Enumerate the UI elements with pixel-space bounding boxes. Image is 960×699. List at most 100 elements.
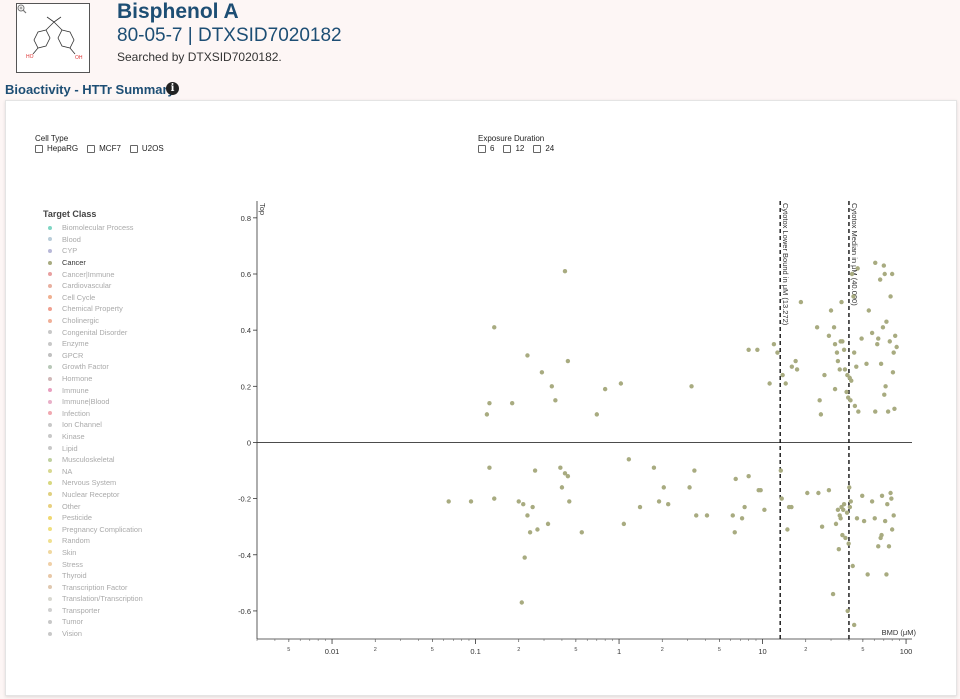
cell-type-heparg-checkbox[interactable]: HepaRG xyxy=(35,144,78,153)
legend-item[interactable]: Musculoskeletal xyxy=(48,454,143,466)
legend-item[interactable]: Translation/Transcription xyxy=(48,593,143,605)
data-point xyxy=(822,372,827,378)
legend-label: Tumor xyxy=(62,617,84,627)
exposure-12-checkbox[interactable]: 12 xyxy=(503,144,524,153)
checkbox-box[interactable] xyxy=(533,144,542,153)
legend-item[interactable]: Cell Cycle xyxy=(48,292,143,304)
legend-item[interactable]: Other xyxy=(48,500,143,512)
data-point xyxy=(847,485,852,490)
legend-label: Cell Cycle xyxy=(62,292,96,302)
data-point xyxy=(832,386,838,392)
legend-swatch xyxy=(48,434,52,439)
data-point xyxy=(746,473,751,479)
data-point xyxy=(484,412,490,417)
data-point xyxy=(832,341,838,347)
legend-item[interactable]: Immune xyxy=(48,384,143,396)
x-minor-tick-label: 5 xyxy=(287,647,290,653)
checkbox-box[interactable] xyxy=(503,144,512,153)
legend-item[interactable]: CYP xyxy=(48,245,143,257)
info-icon[interactable]: i xyxy=(166,82,179,95)
data-point xyxy=(876,336,881,341)
checkbox-box[interactable] xyxy=(87,144,96,153)
checkbox-box[interactable] xyxy=(35,144,43,153)
legend-item[interactable]: Chemical Property xyxy=(48,303,143,315)
data-point xyxy=(594,412,600,417)
data-point xyxy=(873,409,878,414)
structure-label-oh: OH xyxy=(75,55,83,61)
cell-type-u2os-checkbox[interactable]: U2OS xyxy=(129,144,164,153)
legend-item[interactable]: Cancer xyxy=(48,257,143,269)
legend-swatch xyxy=(48,619,52,624)
legend-item[interactable]: Cancer|Immune xyxy=(48,268,143,280)
checkbox-box[interactable] xyxy=(129,144,138,153)
legend-item[interactable]: Pesticide xyxy=(48,512,143,524)
legend-item[interactable]: Cardiovascular xyxy=(48,280,143,292)
zoom-icon[interactable] xyxy=(17,4,27,14)
legend-item[interactable]: NA xyxy=(48,465,143,477)
data-point xyxy=(841,502,847,507)
structure-thumbnail[interactable]: HO OH xyxy=(16,3,90,73)
legend-item[interactable]: Enzyme xyxy=(48,338,143,350)
legend-label: Stress xyxy=(62,559,83,569)
legend-item[interactable]: Pregnancy Complication xyxy=(48,523,143,535)
checkbox-label: U2OS xyxy=(141,144,164,153)
data-point xyxy=(527,530,533,535)
legend-item[interactable]: Blood xyxy=(48,234,143,246)
legend-swatch xyxy=(48,515,52,520)
data-point xyxy=(651,465,657,470)
chemical-identifiers: 80-05-7 | DTXSID7020182 xyxy=(117,25,342,46)
data-point xyxy=(687,485,692,490)
legend-item[interactable]: Growth Factor xyxy=(48,361,143,373)
data-point xyxy=(850,563,855,569)
checkbox-label: 24 xyxy=(545,144,555,153)
legend-swatch xyxy=(48,585,52,590)
legend-item[interactable]: Tumor xyxy=(48,616,143,628)
legend-item[interactable]: Hormone xyxy=(48,373,143,385)
data-point xyxy=(890,370,896,375)
legend-item[interactable]: Transcription Factor xyxy=(48,581,143,593)
legend-item[interactable]: Transporter xyxy=(48,605,143,617)
cell-type-mcf7-checkbox[interactable]: MCF7 xyxy=(87,144,121,153)
legend-item[interactable]: Nervous System xyxy=(48,477,143,489)
data-point xyxy=(692,468,697,473)
legend-item[interactable]: Skin xyxy=(48,547,143,559)
legend-item[interactable]: Stress xyxy=(48,558,143,570)
legend-item[interactable]: Ion Channel xyxy=(48,419,143,431)
legend-item[interactable]: GPCR xyxy=(48,350,143,362)
legend-item[interactable]: Cholinergic xyxy=(48,315,143,327)
x-tick-label: 100 xyxy=(900,647,913,656)
x-minor-tick-label: 2 xyxy=(661,647,664,653)
legend-label: Blood xyxy=(62,234,81,244)
legend-item[interactable]: Infection xyxy=(48,408,143,420)
legend-item[interactable]: Immune|Blood xyxy=(48,396,143,408)
legend-item[interactable]: Biomolecular Process xyxy=(48,222,143,234)
data-point xyxy=(889,496,894,501)
legend-item[interactable]: Thyroid xyxy=(48,570,143,582)
data-point xyxy=(826,333,832,338)
checkbox-box[interactable] xyxy=(478,144,486,153)
data-point xyxy=(855,266,860,271)
legend-swatch xyxy=(48,527,52,532)
legend-item[interactable]: Vision xyxy=(48,628,143,640)
exposure-duration-title: Exposure Duration xyxy=(478,134,545,143)
legend-item[interactable]: Congenital Disorder xyxy=(48,326,143,338)
x-minor-tick-label: 5 xyxy=(431,647,434,653)
legend-label: Nervous System xyxy=(62,478,117,488)
legend-swatch xyxy=(48,550,52,555)
data-point xyxy=(579,530,584,535)
legend-item[interactable]: Lipid xyxy=(48,442,143,454)
data-point xyxy=(755,347,760,353)
legend-label: Cancer|Immune xyxy=(62,269,115,279)
data-point xyxy=(841,347,847,353)
data-point xyxy=(889,527,895,532)
legend-item[interactable]: Kinase xyxy=(48,431,143,443)
exposure-6-checkbox[interactable]: 6 xyxy=(478,144,494,153)
exposure-24-checkbox[interactable]: 24 xyxy=(533,144,554,153)
legend-swatch xyxy=(48,306,52,311)
data-point xyxy=(830,591,836,597)
data-point xyxy=(637,504,643,510)
data-point xyxy=(446,499,451,504)
data-point xyxy=(689,384,694,389)
legend-item[interactable]: Nuclear Receptor xyxy=(48,489,143,501)
legend-item[interactable]: Random xyxy=(48,535,143,547)
